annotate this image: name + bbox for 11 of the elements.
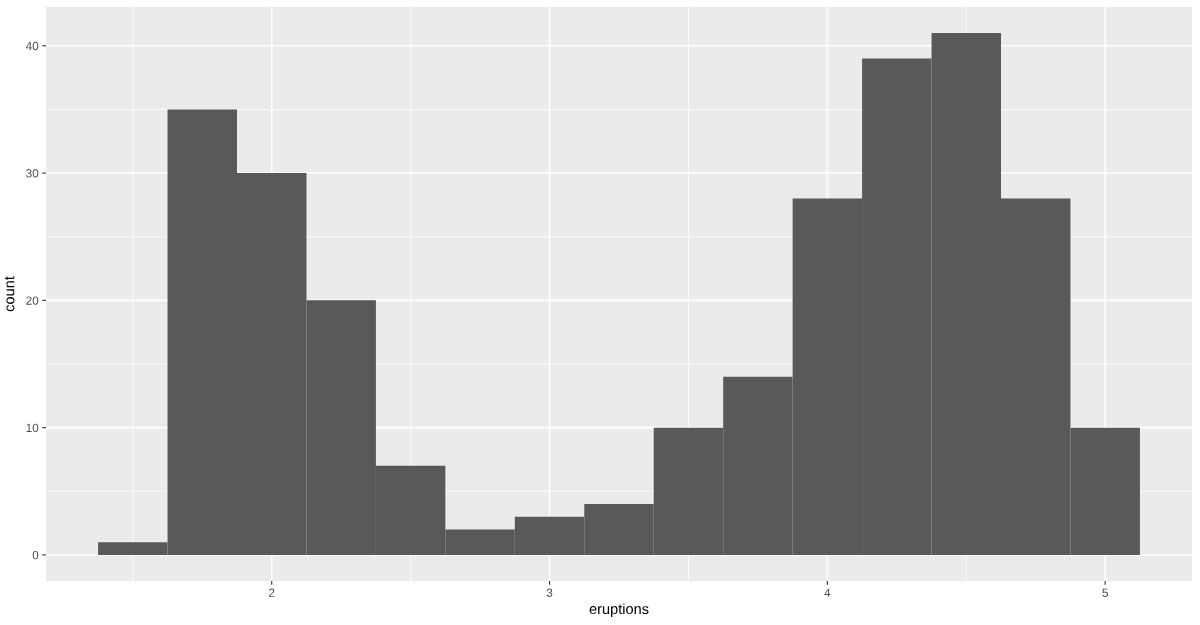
x-tick-label: 2	[269, 588, 275, 597]
y-tick-label: 40	[25, 41, 39, 51]
y-tick-label: 0	[32, 550, 39, 560]
y-tick-label: 10	[26, 423, 39, 433]
x-tick-label: 5	[1102, 588, 1108, 597]
x-tick-label: 4	[824, 588, 831, 597]
x-axis-title: eruptions	[589, 603, 649, 617]
y-axis-title: count	[4, 276, 15, 312]
y-tick-label: 20	[26, 296, 39, 305]
x-tick-label: 3	[546, 588, 553, 597]
y-tick-label: 30	[26, 169, 39, 178]
